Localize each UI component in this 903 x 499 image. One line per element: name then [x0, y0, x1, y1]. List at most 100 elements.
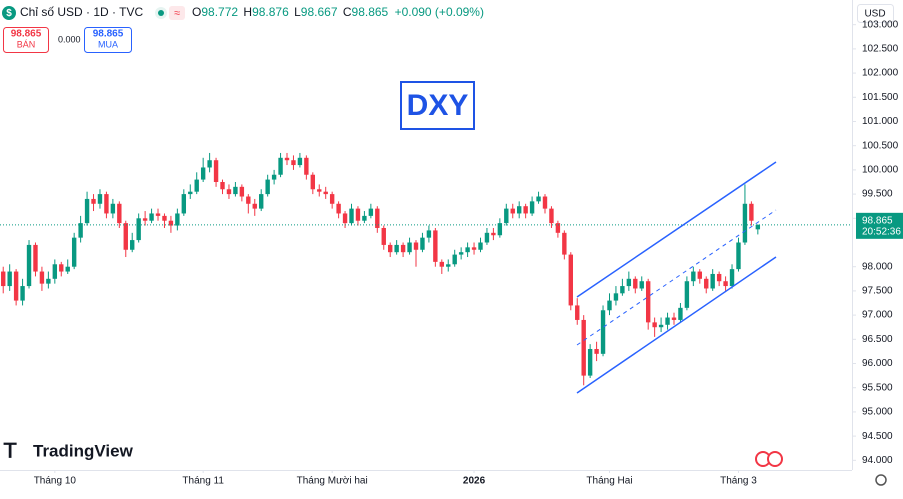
status-dot: [158, 10, 164, 16]
candle-body: [168, 220, 174, 226]
candle-body: [207, 160, 212, 168]
candle-body: [729, 269, 735, 287]
candle-body: [355, 208, 361, 221]
candle-body: [645, 281, 651, 323]
candle-body: [446, 264, 451, 267]
y-tick-label: 98.000: [862, 261, 893, 272]
candle-body: [381, 227, 386, 245]
candle-body: [226, 189, 232, 195]
candle-body: [162, 215, 167, 221]
candle-body: [84, 198, 90, 224]
y-tick-label: 102.000: [862, 68, 899, 79]
candle-body: [362, 215, 367, 221]
candle-body: [13, 271, 19, 301]
candle-body: [562, 232, 567, 255]
candle-body: [239, 186, 245, 197]
candle-body: [491, 232, 496, 236]
y-tick-label: 101.000: [862, 116, 899, 127]
candle-body: [304, 157, 309, 175]
candle-body: [684, 281, 690, 308]
candle-body: [420, 237, 425, 250]
sell-price: 98.865: [11, 29, 42, 40]
candle-body: [46, 278, 51, 284]
candle-body: [110, 203, 116, 214]
header-bg: [0, 2, 452, 24]
candle-body: [71, 237, 77, 267]
candle-body: [117, 203, 122, 224]
candle-body: [136, 218, 141, 241]
y-tick-label: 94.500: [862, 431, 893, 442]
candle-body: [691, 271, 696, 282]
candle-body: [413, 242, 419, 250]
x-tick-label: Tháng 11: [182, 476, 224, 487]
candle-body: [39, 271, 45, 284]
y-tick-label: 94.000: [862, 455, 893, 466]
candle-body: [400, 244, 406, 253]
change: +0.090 (+0.09%): [395, 5, 484, 19]
candle-body: [65, 266, 70, 272]
event-icon[interactable]: [767, 451, 783, 467]
candle-body: [297, 157, 303, 166]
candle-body: [587, 348, 593, 376]
candle-body: [91, 198, 96, 204]
price-tag: [856, 212, 903, 239]
candle-body: [626, 278, 632, 287]
candle-body: [678, 307, 683, 320]
y-tick-label: 97.500: [862, 286, 893, 297]
l-value: 98.667: [301, 5, 338, 19]
candle-body: [233, 186, 238, 195]
candle-body: [271, 174, 277, 180]
candle-body: [639, 281, 644, 289]
candle-body: [200, 167, 206, 180]
candle-body: [600, 310, 606, 354]
candle-body: [633, 278, 638, 289]
settings-icon[interactable]: [875, 474, 887, 486]
candle-body: [529, 201, 535, 214]
sell-button[interactable]: [3, 27, 49, 53]
candle-body: [246, 196, 251, 204]
candle-body: [336, 203, 341, 214]
c-label: C: [343, 5, 352, 19]
candle-body: [452, 254, 457, 265]
candle-body: [620, 286, 625, 294]
candle-body: [536, 196, 541, 202]
x-tick-label: Tháng 3: [720, 476, 757, 487]
candle-body: [220, 181, 225, 190]
brand: TradingView: [33, 441, 134, 460]
currency-button[interactable]: [857, 4, 894, 23]
candle-body: [504, 208, 509, 224]
candle-body: [652, 322, 657, 328]
l-label: L: [294, 5, 301, 19]
candle-body: [394, 244, 399, 253]
currency: USD: [864, 9, 885, 20]
candle-body: [284, 157, 290, 161]
candle-body: [426, 230, 432, 238]
candle-body: [155, 213, 161, 216]
y-tick-label: 101.500: [862, 92, 899, 103]
status-glyph: ≈: [174, 7, 180, 19]
candle-body: [149, 213, 154, 221]
candle-body: [252, 203, 257, 209]
candle-body: [671, 317, 677, 320]
candle-body: [749, 203, 754, 221]
buy-button[interactable]: [84, 27, 132, 53]
candle-body: [317, 189, 322, 192]
symbol-icon: [2, 6, 16, 20]
candle-body: [568, 254, 573, 306]
candle-body: [20, 286, 25, 301]
candle-body: [52, 264, 58, 279]
candle-body: [471, 247, 477, 250]
channel-upper: [576, 161, 777, 298]
candle-body: [407, 242, 412, 253]
x-tick-label: Tháng Mười hai: [297, 476, 368, 487]
o-value: 98.772: [201, 5, 238, 19]
candle-body: [555, 223, 561, 233]
symbol: Chỉ số USD · 1D · TVC: [20, 5, 143, 19]
y-tick-label: 100.000: [862, 165, 899, 176]
candle-body: [181, 194, 187, 214]
candle-body: [581, 319, 586, 376]
spread: 0.000: [58, 34, 81, 44]
status-icon: [169, 6, 185, 20]
